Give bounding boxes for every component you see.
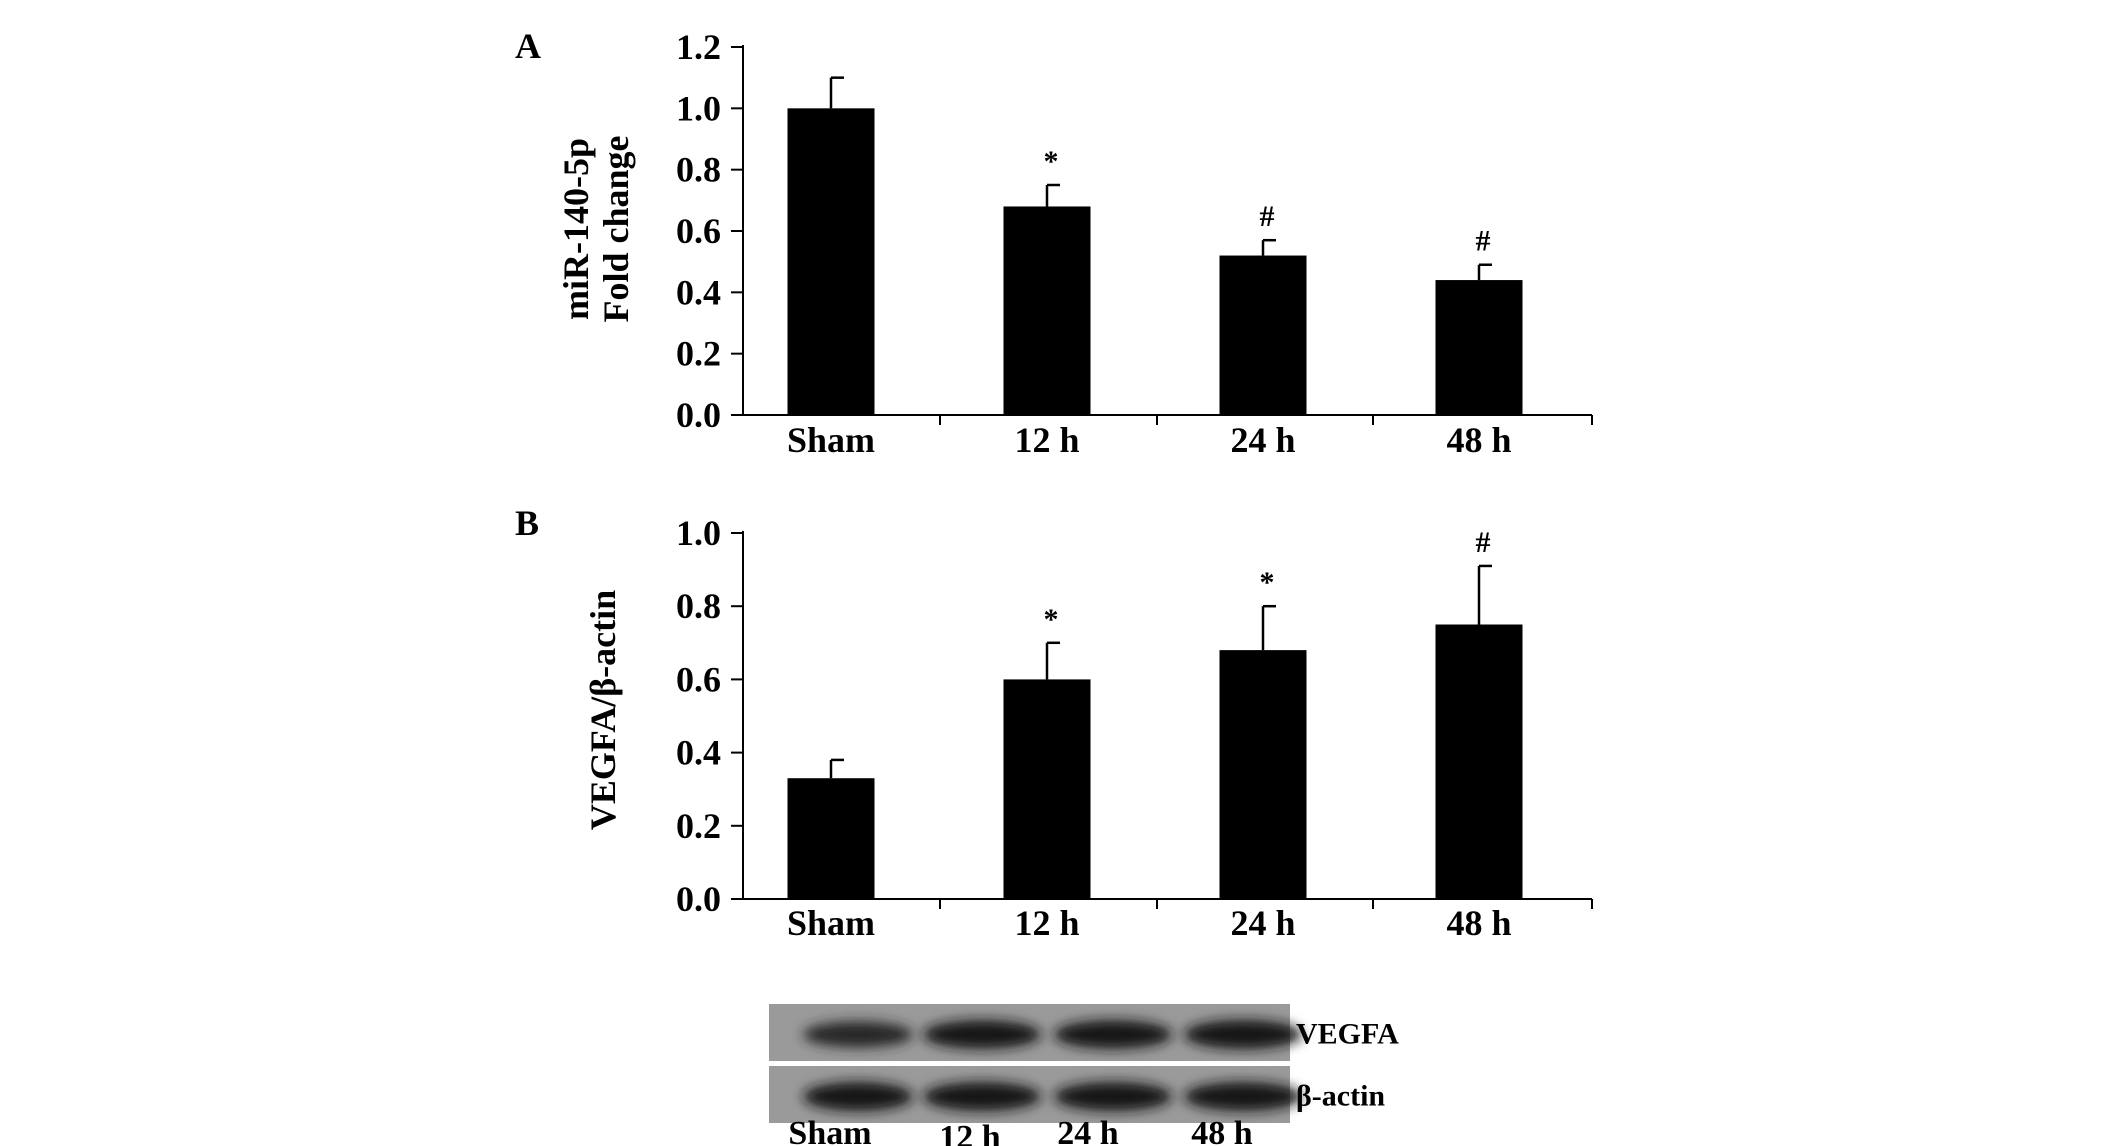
- blot-band: [803, 1021, 913, 1048]
- panel-a-plot-area: 0.0 0.2 0.4 0.6 0.8 1.0 1.2 Sham * 12 h #24 h #48 h: [676, 27, 1593, 460]
- blot-band-label: β-actin: [1296, 1080, 1385, 1113]
- bar-24h: [1219, 650, 1307, 899]
- panel-b-y-axis-title: VEGFA/β-actin: [583, 590, 623, 830]
- blot-lane-label: 12 h: [939, 1119, 1001, 1146]
- significance-mark: #: [1476, 526, 1491, 559]
- blot-band: [1184, 1082, 1302, 1111]
- y-tick-label: 0.0: [676, 879, 721, 919]
- significance-mark: *: [1044, 603, 1059, 636]
- x-category-label: 48 h: [1446, 903, 1511, 943]
- bar-48h: [1435, 280, 1523, 415]
- y-tick-label: 0.6: [676, 659, 721, 699]
- panel-b-chart: B VEGFA/β-actin 0.0 0.2 0.4 0.6 0.8 1.0 Sham * 1…: [515, 503, 1593, 943]
- y-tick-label: 1.2: [676, 27, 721, 67]
- x-category-label: 12 h: [1014, 420, 1079, 460]
- bar-24h: [1219, 255, 1307, 415]
- y-axis-title-line: miR-140-5p: [556, 138, 596, 320]
- significance-mark: #: [1476, 225, 1491, 258]
- y-tick-label: 1.0: [676, 88, 721, 128]
- panel-a-y-axis-title: miR-140-5p Fold change: [556, 135, 636, 322]
- blot-band: [1184, 1020, 1302, 1049]
- blot-band: [923, 1020, 1041, 1049]
- blot-lane-label: 48 h: [1191, 1115, 1253, 1146]
- y-axis-title-line: VEGFA/β-actin: [583, 590, 623, 830]
- y-tick-label: 0.4: [676, 272, 721, 312]
- y-tick-label: 0.2: [676, 334, 721, 374]
- blot-lane-label: 24 h: [1057, 1115, 1119, 1146]
- significance-mark: #: [1260, 200, 1275, 233]
- y-tick-label: 0.8: [676, 150, 721, 190]
- x-category-label: 24 h: [1230, 420, 1295, 460]
- bar-sham: [787, 778, 875, 899]
- significance-mark: *: [1044, 145, 1059, 178]
- bar-48h: [1435, 624, 1523, 899]
- bar-12h: [1003, 679, 1091, 899]
- panel-a-chart: A miR-140-5p Fold change 0.0 0.2 0.4 0.6 0.8 1…: [515, 26, 1593, 460]
- blot-band: [1054, 1082, 1172, 1111]
- panel-a-letter: A: [515, 26, 541, 66]
- x-category-label: 24 h: [1230, 903, 1295, 943]
- y-axis-title-line: Fold change: [596, 135, 636, 322]
- x-category-label: 48 h: [1446, 420, 1511, 460]
- x-category-label: Sham: [787, 420, 875, 460]
- y-tick-label: 0.8: [676, 586, 721, 626]
- bar-sham: [787, 108, 875, 415]
- blot-band: [803, 1082, 913, 1111]
- panel-b-letter: B: [515, 503, 539, 543]
- blot-band: [1054, 1020, 1172, 1049]
- western-blot: VEGFA β-actin Sham 12 h 24 h 48 h: [769, 1004, 1399, 1146]
- panel-b-plot-area: 0.0 0.2 0.4 0.6 0.8 1.0 Sham * 12 h * 24 h #48 h: [676, 513, 1593, 943]
- y-tick-label: 0.2: [676, 806, 721, 846]
- bar-12h: [1003, 206, 1091, 415]
- blot-lane-label: Sham: [788, 1115, 871, 1146]
- y-tick-label: 0.4: [676, 733, 721, 773]
- x-category-label: Sham: [787, 903, 875, 943]
- blot-band: [923, 1082, 1041, 1111]
- y-tick-label: 0.0: [676, 395, 721, 435]
- significance-mark: *: [1260, 566, 1275, 599]
- x-category-label: 12 h: [1014, 903, 1079, 943]
- y-tick-label: 0.6: [676, 211, 721, 251]
- y-tick-label: 1.0: [676, 513, 721, 553]
- blot-band-label: VEGFA: [1296, 1018, 1399, 1051]
